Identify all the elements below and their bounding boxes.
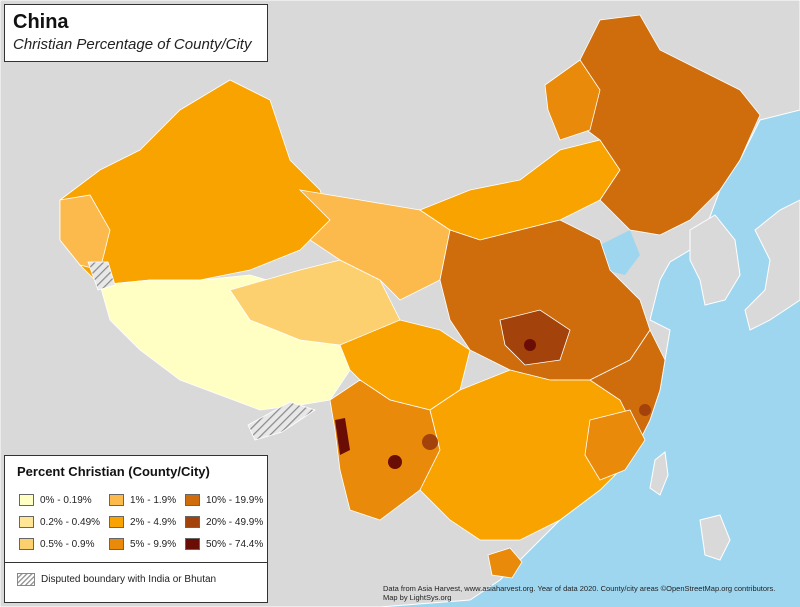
legend-label: 2% - 4.9% bbox=[130, 516, 177, 528]
legend-title: Percent Christian (County/City) bbox=[17, 464, 210, 479]
disputed-area bbox=[247, 401, 316, 441]
region-south bbox=[419, 369, 641, 541]
legend-divider bbox=[5, 562, 267, 563]
dark-spot bbox=[524, 339, 536, 351]
philippines-land bbox=[699, 514, 731, 561]
legend-item: 50% - 74.4% bbox=[185, 536, 263, 552]
korea-land bbox=[689, 214, 741, 306]
credits: Data from Asia Harvest, www.asiaharvest.… bbox=[383, 584, 775, 602]
legend-item: 0% - 0.19% bbox=[19, 492, 92, 508]
disputed-area bbox=[87, 261, 116, 291]
legend-swatch bbox=[19, 494, 34, 506]
legend-label: 20% - 49.9% bbox=[206, 516, 264, 528]
legend-label: 10% - 19.9% bbox=[206, 494, 264, 506]
legend-swatch bbox=[19, 538, 34, 550]
legend-swatch bbox=[109, 494, 124, 506]
legend-label: 50% - 74.4% bbox=[206, 538, 264, 550]
legend-swatch bbox=[185, 516, 200, 528]
legend-swatch bbox=[185, 538, 200, 550]
hatch-swatch bbox=[17, 573, 35, 586]
map-title: China bbox=[13, 11, 69, 33]
region-gansu bbox=[298, 189, 451, 301]
legend-item: 20% - 49.9% bbox=[185, 514, 263, 530]
legend-swatch bbox=[109, 516, 124, 528]
legend-disputed-label: Disputed boundary with India or Bhutan bbox=[41, 574, 217, 585]
japan-land bbox=[744, 199, 800, 331]
legend-item: 1% - 1.9% bbox=[109, 492, 176, 508]
legend-swatch bbox=[185, 494, 200, 506]
legend-label: 0% - 0.19% bbox=[40, 494, 92, 506]
legend-label: 0.5% - 0.9% bbox=[40, 538, 95, 550]
region-henan bbox=[499, 309, 571, 366]
credits-line-1: Data from Asia Harvest, www.asiaharvest.… bbox=[383, 584, 776, 593]
legend-item: 0.5% - 0.9% bbox=[19, 536, 94, 552]
region-northeast bbox=[559, 14, 761, 236]
dark-spot bbox=[422, 434, 438, 450]
legend-disputed: Disputed boundary with India or Bhutan bbox=[17, 573, 216, 586]
legend-item: 10% - 19.9% bbox=[185, 492, 263, 508]
legend-label: 1% - 1.9% bbox=[130, 494, 177, 506]
region-northeast-dark bbox=[544, 59, 601, 141]
taiwan-land bbox=[649, 451, 669, 496]
legend-item: 5% - 9.9% bbox=[109, 536, 176, 552]
region-hainan bbox=[487, 547, 523, 579]
dark-spot bbox=[388, 455, 402, 469]
legend-label: 0.2% - 0.49% bbox=[40, 516, 101, 528]
legend-item: 2% - 4.9% bbox=[109, 514, 176, 530]
legend: Percent Christian (County/City) 0% - 0.1… bbox=[4, 455, 268, 603]
region-fujian bbox=[584, 409, 646, 481]
map-subtitle: Christian Percentage of County/City bbox=[13, 36, 252, 53]
dark-strip bbox=[335, 418, 350, 455]
legend-swatch bbox=[19, 516, 34, 528]
credits-line-2: Map by LightSys.org bbox=[383, 593, 452, 602]
legend-swatch bbox=[109, 538, 124, 550]
dark-spot bbox=[639, 404, 651, 416]
legend-label: 5% - 9.9% bbox=[130, 538, 177, 550]
legend-item: 0.2% - 0.49% bbox=[19, 514, 100, 530]
bohai-sea bbox=[600, 230, 640, 275]
title-panel: China Christian Percentage of County/Cit… bbox=[4, 4, 268, 62]
